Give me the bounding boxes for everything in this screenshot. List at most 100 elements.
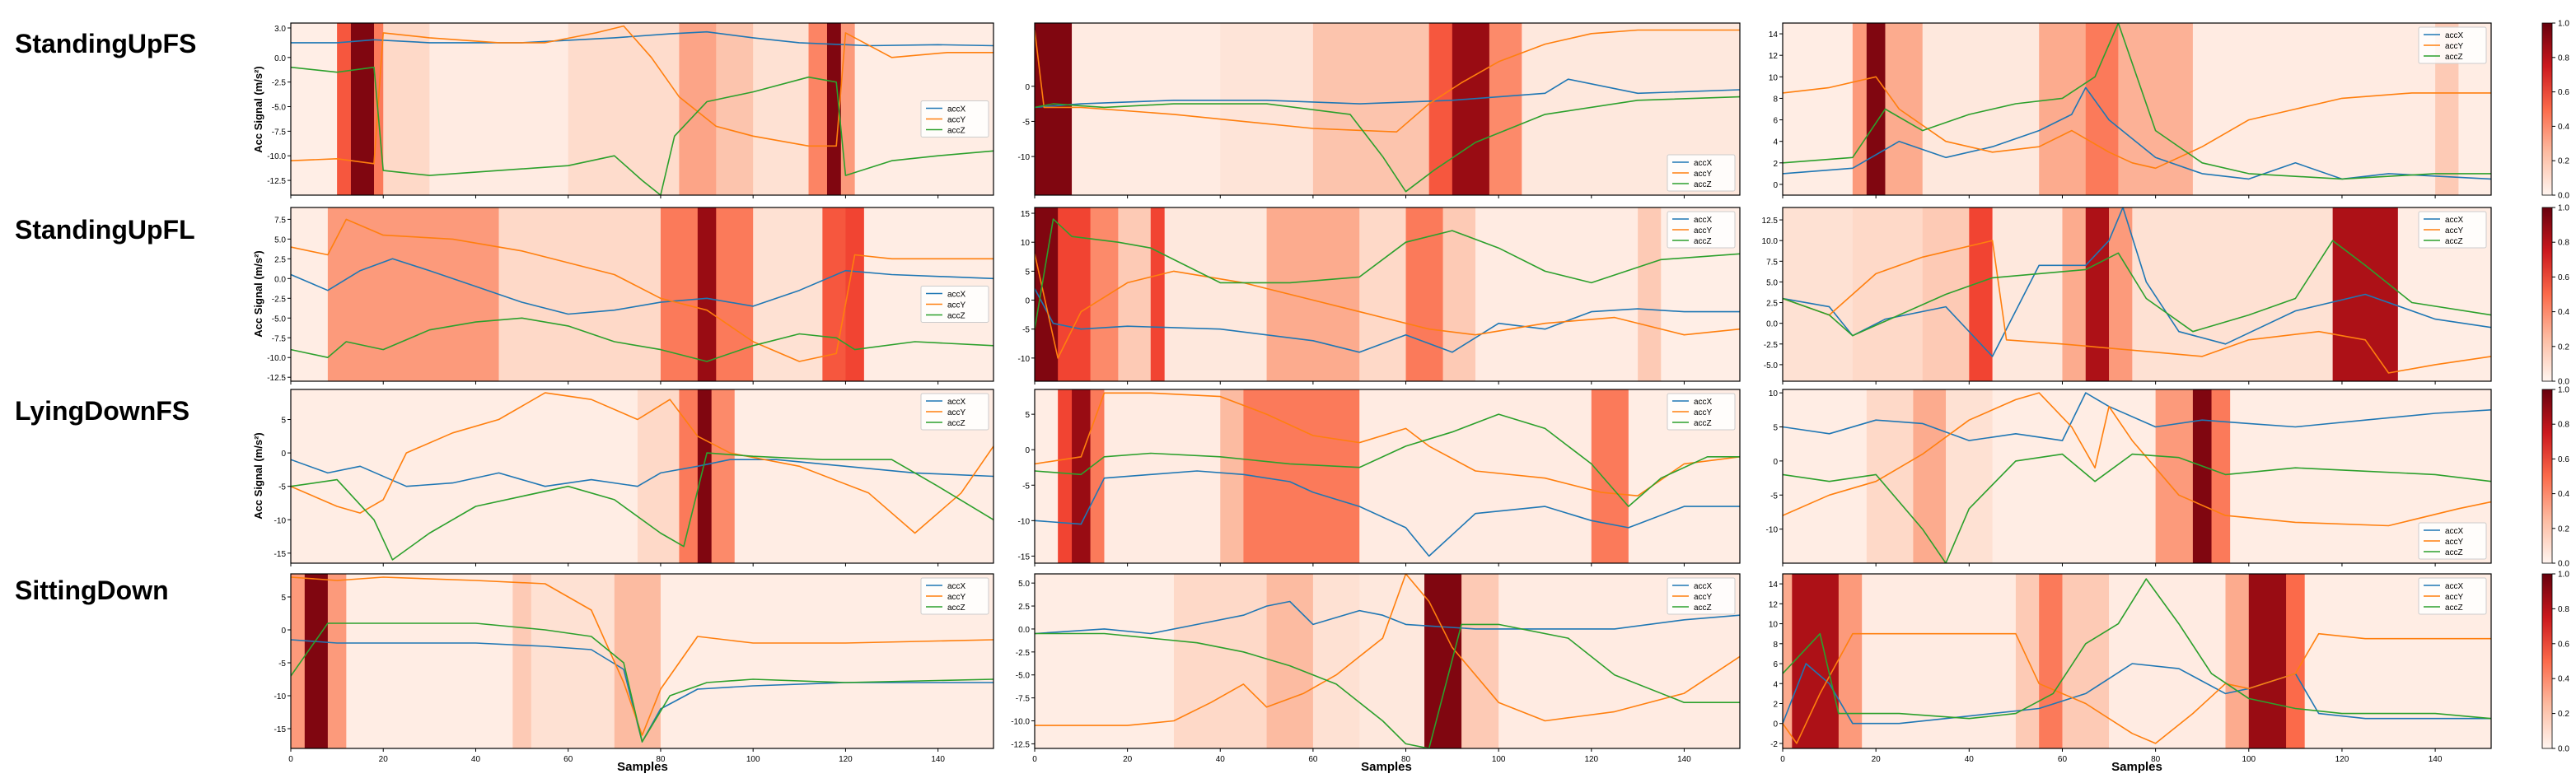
row-label-lyingdownfs: LyingDownFS bbox=[15, 396, 189, 426]
legend-label-accz: accZ bbox=[1694, 419, 1712, 428]
colorbar-tick-label: 1.0 bbox=[2558, 386, 2569, 395]
x-tick-label: 140 bbox=[2429, 755, 2443, 764]
y-tick-label: 0 bbox=[1025, 83, 1030, 92]
y-tick-label: -2 bbox=[1770, 740, 1778, 749]
heat-band bbox=[429, 23, 569, 195]
colorbar-tick-label: 0.8 bbox=[2558, 421, 2569, 430]
panel-standingupfl-0: 7.55.02.50.0-2.5-5.0-7.5-10.0-12.5accXac… bbox=[267, 207, 994, 385]
legend-box bbox=[2418, 577, 2487, 615]
y-tick-label: 0 bbox=[1025, 446, 1030, 455]
series-line-accy bbox=[291, 218, 993, 362]
heat-band bbox=[637, 389, 680, 563]
legend-label-accx: accX bbox=[1694, 216, 1713, 225]
series-line-accx bbox=[1035, 288, 1740, 353]
x-tick-label: 80 bbox=[2151, 755, 2161, 764]
heat-band bbox=[1922, 23, 2040, 195]
series-line-accz bbox=[1783, 453, 2491, 563]
heat-band bbox=[1220, 389, 1244, 563]
series-line-accy bbox=[1783, 392, 2491, 527]
heat-band bbox=[327, 574, 347, 748]
legend-label-accx: accX bbox=[1694, 582, 1713, 591]
y-tick-label: 7.5 bbox=[1766, 258, 1778, 267]
heat-band bbox=[2085, 23, 2119, 195]
panels-group: 3.0 0.0 -2.5 -5.0 -7.5 -10.0 -12.5 accXaccYaccZ… bbox=[267, 22, 2492, 764]
y-tick-label: -10 bbox=[1018, 355, 1031, 364]
heat-band bbox=[679, 23, 717, 195]
y-tick-label: -5 bbox=[1022, 118, 1030, 127]
y-tick-label: 5 bbox=[281, 417, 286, 426]
heat-band bbox=[1852, 207, 1924, 381]
axes-frame bbox=[1782, 207, 2492, 382]
heat-band bbox=[2062, 574, 2110, 748]
heat-band bbox=[1638, 207, 1662, 381]
heat-band bbox=[2062, 207, 2087, 381]
y-tick-label: 3.0 bbox=[274, 25, 286, 34]
y-tick-label: 2.5 bbox=[274, 255, 286, 264]
heatmap-bands bbox=[1035, 207, 1740, 381]
x-tick-label: 20 bbox=[379, 755, 389, 764]
y-tick-label: -7.5 bbox=[272, 128, 287, 137]
heat-band bbox=[1461, 574, 1499, 748]
heat-band bbox=[346, 574, 513, 748]
heat-band bbox=[1090, 389, 1105, 563]
legend-label-accx: accX bbox=[947, 398, 966, 407]
x-axis-label-col3: Samples bbox=[2111, 760, 2162, 774]
legend-box bbox=[2418, 26, 2487, 64]
axes-frame bbox=[290, 389, 994, 564]
colorbar-tick-label: 0.0 bbox=[2558, 745, 2569, 754]
heat-band bbox=[845, 207, 865, 381]
y-tick-label: -5.0 bbox=[1016, 672, 1031, 681]
series-line-accy bbox=[291, 25, 993, 165]
y-tick-label: 5.0 bbox=[1018, 580, 1030, 589]
heat-band bbox=[1885, 23, 1924, 195]
heat-band bbox=[1312, 23, 1430, 195]
x-tick-label: 40 bbox=[471, 755, 481, 764]
y-tick-label: -12.5 bbox=[1011, 740, 1030, 749]
series-line-accz bbox=[1783, 240, 2491, 337]
heat-band bbox=[531, 574, 615, 748]
heat-band bbox=[822, 207, 846, 381]
heat-band bbox=[753, 23, 810, 195]
y-tick-label: 0.0 bbox=[1018, 626, 1030, 635]
heat-band bbox=[291, 574, 306, 748]
series-line-accx bbox=[1783, 86, 2491, 180]
x-tick-label: 60 bbox=[1308, 755, 1318, 764]
colorbar-tick-label: 1.0 bbox=[2558, 20, 2569, 29]
colorbar-tick-label: 0.8 bbox=[2558, 54, 2569, 63]
y-tick-label: 12 bbox=[1769, 600, 1779, 609]
y-tick-label: 4 bbox=[1773, 680, 1778, 689]
y-tick-label: -5 bbox=[1022, 326, 1030, 335]
heat-band bbox=[1220, 23, 1314, 195]
heat-band bbox=[1838, 574, 1863, 748]
y-tick-label: 0 bbox=[1773, 181, 1778, 190]
x-tick-label: 80 bbox=[656, 755, 666, 764]
x-tick-label: 40 bbox=[1216, 755, 1226, 764]
legend-label-accx: accX bbox=[947, 582, 966, 591]
y-tick-label: -10.0 bbox=[1011, 718, 1030, 727]
legend-box bbox=[920, 286, 989, 323]
heat-band bbox=[1591, 389, 1629, 563]
y-tick-label: -5 bbox=[278, 659, 286, 669]
heat-band bbox=[1489, 23, 1522, 195]
heatmap-bands bbox=[291, 23, 993, 195]
heat-band bbox=[1164, 207, 1268, 381]
series-line-accy bbox=[291, 392, 993, 534]
series-line-accx bbox=[1783, 663, 2491, 725]
y-tick-label: 0 bbox=[1773, 720, 1778, 729]
legend-label-accx: accX bbox=[1694, 398, 1713, 407]
heat-band bbox=[2155, 389, 2194, 563]
legend-label-accx: accX bbox=[2445, 582, 2464, 591]
heat-band bbox=[1475, 207, 1639, 381]
y-tick-label: -2.5 bbox=[1016, 649, 1031, 658]
heat-band bbox=[498, 207, 662, 381]
colorbar-tick-label: 0.6 bbox=[2558, 88, 2569, 97]
y-tick-label: 10 bbox=[1769, 621, 1779, 630]
heat-band bbox=[1424, 574, 1462, 748]
